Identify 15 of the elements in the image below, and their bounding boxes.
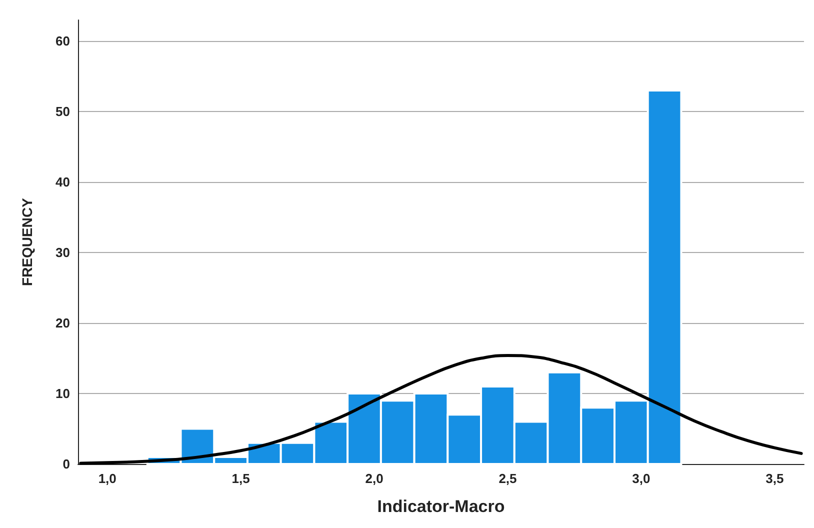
y-tick-label: 0 bbox=[62, 456, 70, 472]
x-tick-label: 3,0 bbox=[632, 471, 650, 486]
x-tick-label: 3,5 bbox=[766, 471, 784, 486]
y-tick-label: 40 bbox=[56, 174, 70, 190]
x-tick-label: 2,5 bbox=[498, 471, 517, 486]
x-tick-label: 1,5 bbox=[232, 471, 250, 486]
y-tick-label: 50 bbox=[56, 104, 70, 120]
y-axis-title: FREQUENCY bbox=[19, 197, 35, 286]
y-tick-label: 60 bbox=[56, 34, 70, 49]
y-tick-label: 30 bbox=[56, 245, 70, 260]
y-tick-label: 20 bbox=[56, 316, 70, 331]
y-tick-label: 10 bbox=[56, 386, 70, 402]
x-tick-label: 2,0 bbox=[365, 471, 384, 486]
x-axis-title: Indicator-Macro bbox=[377, 497, 505, 516]
x-tick-label: 1,0 bbox=[98, 471, 116, 486]
